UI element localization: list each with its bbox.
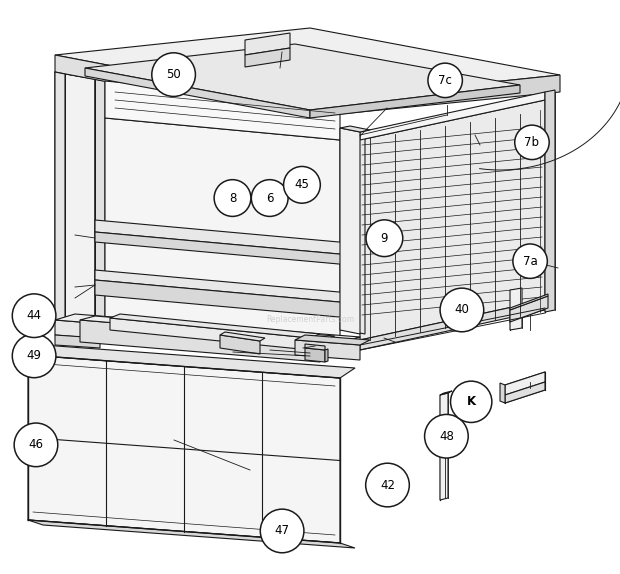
Circle shape bbox=[214, 180, 251, 216]
Text: 40: 40 bbox=[454, 304, 469, 316]
Circle shape bbox=[251, 180, 288, 216]
Polygon shape bbox=[295, 340, 360, 360]
Text: 50: 50 bbox=[166, 68, 181, 81]
Polygon shape bbox=[105, 118, 340, 343]
Polygon shape bbox=[28, 345, 355, 378]
Polygon shape bbox=[545, 90, 555, 312]
Circle shape bbox=[12, 294, 56, 338]
Polygon shape bbox=[220, 335, 260, 354]
Polygon shape bbox=[245, 48, 290, 67]
Polygon shape bbox=[360, 100, 545, 340]
Polygon shape bbox=[500, 383, 505, 403]
Text: K: K bbox=[467, 395, 476, 408]
Text: 44: 44 bbox=[27, 309, 42, 322]
Polygon shape bbox=[305, 348, 325, 362]
Circle shape bbox=[152, 53, 195, 96]
Polygon shape bbox=[340, 128, 360, 334]
Text: 7c: 7c bbox=[438, 74, 452, 87]
Polygon shape bbox=[95, 79, 105, 329]
Circle shape bbox=[451, 381, 492, 422]
Polygon shape bbox=[510, 296, 548, 322]
Polygon shape bbox=[325, 349, 328, 362]
Polygon shape bbox=[55, 28, 560, 102]
Circle shape bbox=[366, 463, 409, 507]
Polygon shape bbox=[360, 300, 545, 350]
Polygon shape bbox=[295, 335, 370, 345]
Polygon shape bbox=[55, 72, 65, 322]
Polygon shape bbox=[505, 372, 545, 395]
Text: 7b: 7b bbox=[525, 136, 539, 149]
Polygon shape bbox=[510, 288, 522, 330]
Polygon shape bbox=[55, 55, 300, 118]
Text: 9: 9 bbox=[381, 232, 388, 245]
Circle shape bbox=[440, 288, 484, 332]
Polygon shape bbox=[505, 382, 545, 403]
Polygon shape bbox=[28, 355, 340, 543]
Circle shape bbox=[515, 125, 549, 160]
Polygon shape bbox=[340, 126, 370, 132]
Polygon shape bbox=[105, 81, 340, 140]
Text: ReplacementParts.com: ReplacementParts.com bbox=[266, 316, 354, 324]
Polygon shape bbox=[300, 75, 560, 118]
Circle shape bbox=[425, 414, 468, 458]
Polygon shape bbox=[55, 72, 95, 327]
Text: 48: 48 bbox=[439, 430, 454, 443]
Polygon shape bbox=[95, 280, 350, 318]
Text: 47: 47 bbox=[275, 525, 290, 537]
Polygon shape bbox=[440, 391, 452, 395]
Text: 7a: 7a bbox=[523, 255, 538, 267]
Polygon shape bbox=[55, 314, 360, 343]
Polygon shape bbox=[110, 318, 310, 350]
Text: 49: 49 bbox=[27, 350, 42, 362]
Polygon shape bbox=[440, 393, 448, 500]
Circle shape bbox=[366, 220, 403, 257]
Circle shape bbox=[283, 166, 321, 203]
Circle shape bbox=[513, 244, 547, 278]
Polygon shape bbox=[95, 220, 350, 255]
Polygon shape bbox=[360, 92, 545, 140]
Text: 45: 45 bbox=[294, 179, 309, 191]
Polygon shape bbox=[28, 520, 355, 548]
Polygon shape bbox=[85, 44, 520, 110]
Circle shape bbox=[14, 423, 58, 467]
Polygon shape bbox=[95, 270, 350, 303]
Polygon shape bbox=[310, 85, 520, 118]
Text: 8: 8 bbox=[229, 192, 236, 204]
Text: 42: 42 bbox=[380, 479, 395, 491]
Polygon shape bbox=[80, 320, 320, 362]
Polygon shape bbox=[355, 130, 365, 334]
Polygon shape bbox=[245, 33, 290, 55]
Polygon shape bbox=[55, 320, 340, 358]
Polygon shape bbox=[95, 232, 350, 265]
Polygon shape bbox=[110, 314, 320, 338]
Polygon shape bbox=[55, 335, 100, 348]
Circle shape bbox=[428, 63, 463, 98]
Circle shape bbox=[260, 509, 304, 553]
Circle shape bbox=[12, 334, 56, 378]
Polygon shape bbox=[80, 316, 335, 340]
Polygon shape bbox=[85, 68, 310, 118]
Text: 46: 46 bbox=[29, 439, 43, 451]
Polygon shape bbox=[305, 344, 325, 350]
Polygon shape bbox=[220, 332, 265, 341]
Text: 6: 6 bbox=[266, 192, 273, 204]
Polygon shape bbox=[510, 294, 548, 310]
